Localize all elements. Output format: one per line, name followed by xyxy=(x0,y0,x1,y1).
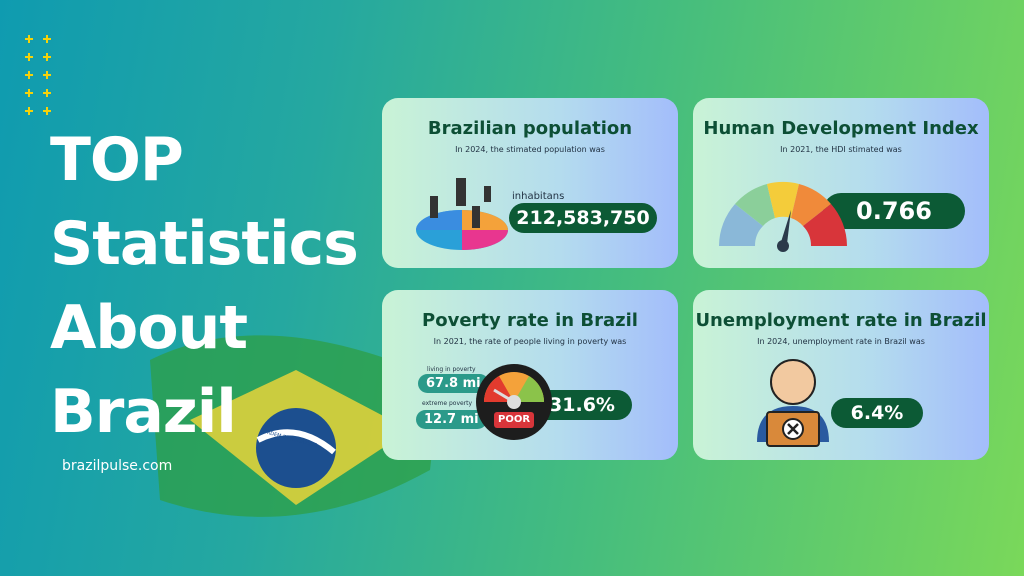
card-subtitle: In 2021, the rate of people living in po… xyxy=(433,337,627,346)
hdi-gauge xyxy=(719,181,847,252)
unemployed-icon xyxy=(757,359,829,447)
item-value: 12.7 mi xyxy=(416,410,487,429)
card-subtitle: In 2024, the stimated population was xyxy=(455,145,605,154)
stat-card: Unemployment rate in Brazil In 2024, une… xyxy=(693,290,989,460)
headline-line: About xyxy=(50,293,248,363)
stat-card: Poverty rate in Brazil In 2021, the rate… xyxy=(382,290,678,460)
card-title: Poverty rate in Brazil xyxy=(422,310,638,331)
plus-signs xyxy=(25,35,51,115)
value-pill: 6.4% xyxy=(831,398,923,428)
flag xyxy=(150,335,440,517)
headline-line: Brazil xyxy=(50,377,237,447)
site-url: brazilpulse.com xyxy=(62,458,173,474)
population-icon xyxy=(416,178,508,250)
poverty-gauge xyxy=(476,364,552,440)
card-title: Human Development Index xyxy=(703,118,979,139)
stat-card: Human Development Index In 2021, the HDI… xyxy=(693,98,989,268)
value-pill: 212,583,750 xyxy=(509,203,657,233)
card-subtitle: In 2021, the HDI stimated was xyxy=(780,145,902,154)
value-label: inhabitans xyxy=(512,191,565,202)
card-subtitle: In 2024, unemployment rate in Brazil was xyxy=(757,337,925,346)
value-pill: 0.766 xyxy=(823,193,965,229)
headline-line: Statistics xyxy=(50,209,359,279)
gauge-label: POOR xyxy=(497,414,531,425)
headline-line: TOP xyxy=(50,125,184,195)
card-title: Unemployment rate in Brazil xyxy=(695,310,987,331)
item-value: 67.8 mi xyxy=(418,374,489,393)
card-title: Brazilian population xyxy=(427,118,633,139)
stat-card: Brazilian population In 2024, the stimat… xyxy=(382,98,678,268)
item-label: living in poverty xyxy=(427,366,476,373)
item-label: extreme poverty xyxy=(422,400,473,407)
